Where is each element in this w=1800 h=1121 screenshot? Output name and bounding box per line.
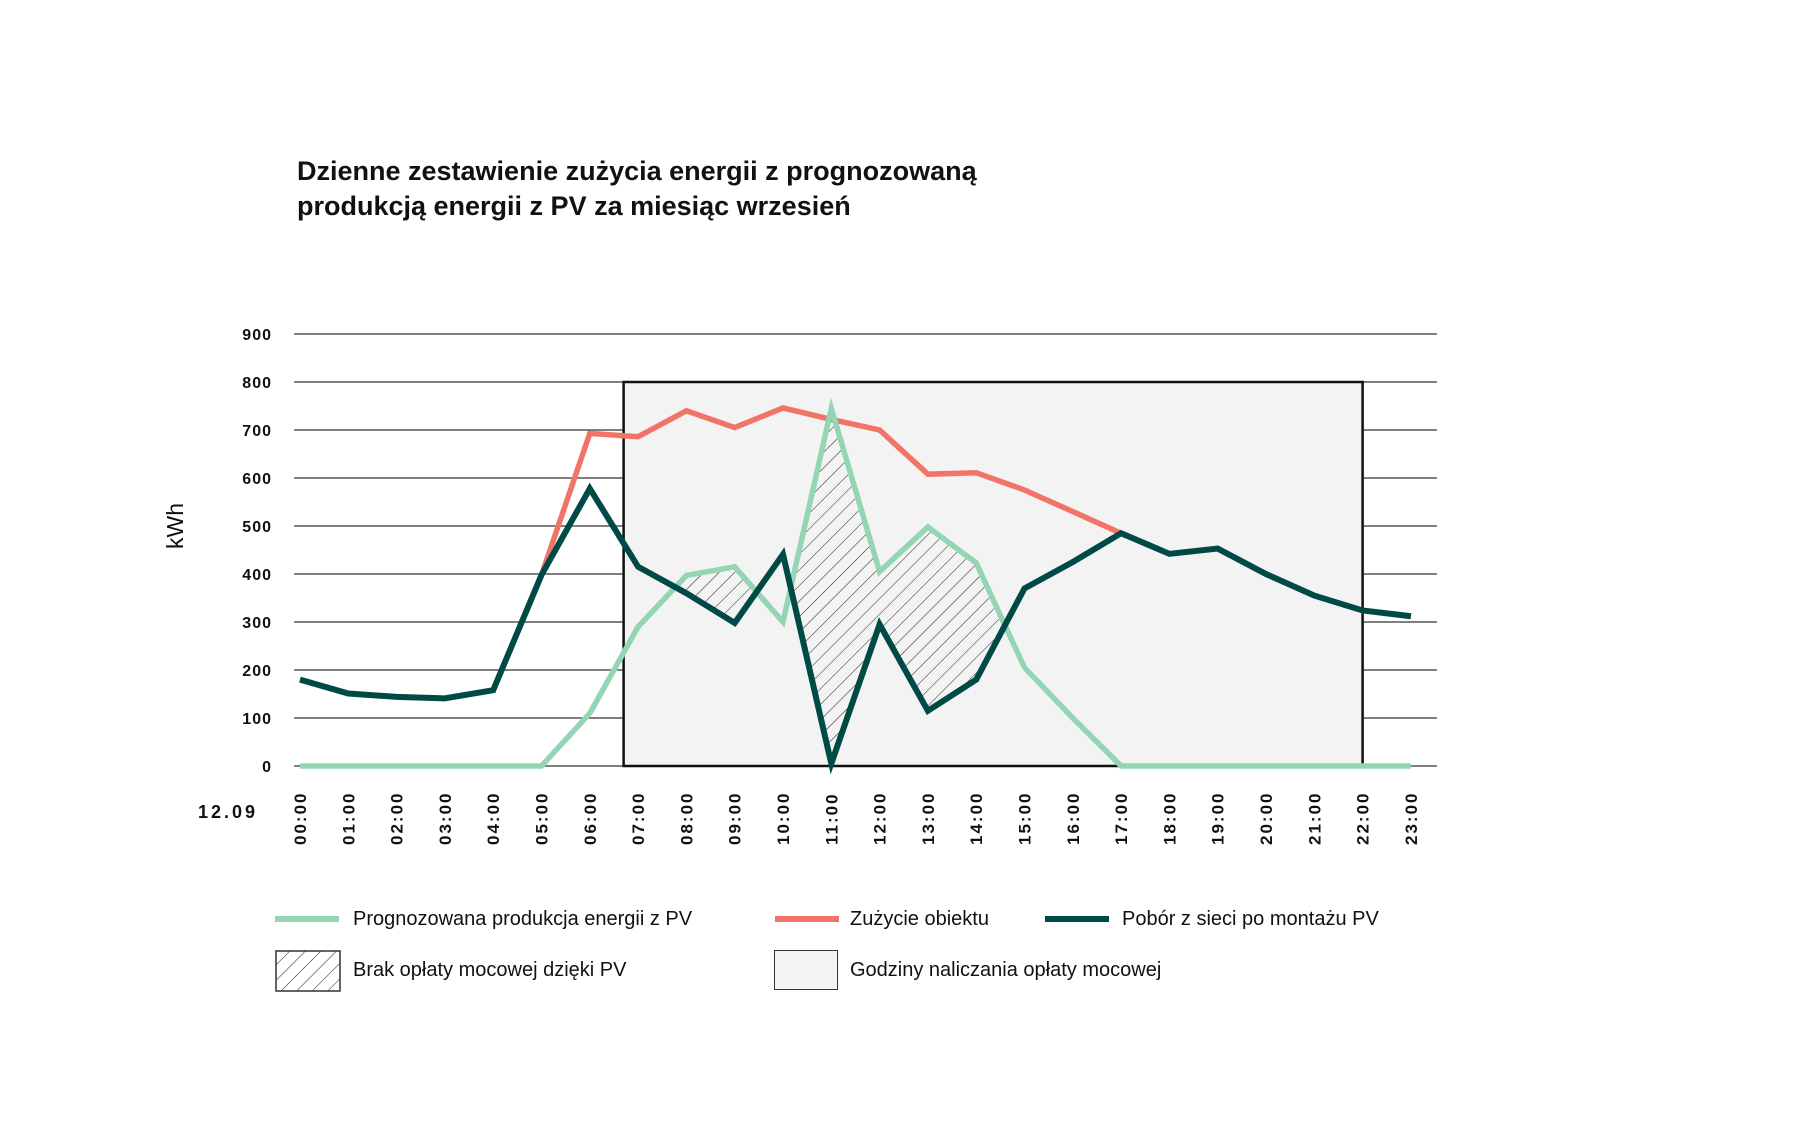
y-tick-label: 200 [242, 663, 272, 680]
x-tick-label: 16:00 [1064, 792, 1083, 845]
grid-draw-line [299, 482, 1412, 775]
legend-swatch-consumption [775, 916, 839, 922]
y-axis-label: kWh [162, 503, 188, 549]
y-tick-label: 700 [242, 423, 272, 440]
x-tick-label: 00:00 [291, 792, 310, 845]
x-tick-label: 14:00 [967, 792, 986, 845]
x-tick-label: 03:00 [436, 792, 455, 845]
legend-label-hatched: Brak opłaty mocowej dzięki PV [353, 959, 627, 981]
hatched-area [623, 408, 1363, 764]
x-tick-label: 18:00 [1160, 792, 1179, 845]
x-tick-label: 23:00 [1402, 792, 1421, 845]
y-tick-label: 800 [242, 375, 272, 392]
x-tick-label: 12:00 [871, 792, 890, 845]
x-tick-label: 19:00 [1209, 792, 1228, 845]
y-tick-label: 500 [242, 519, 272, 536]
legend-label-grid-draw: Pobór z sieci po montażu PV [1122, 908, 1379, 930]
legend-label-pv: Prognozowana produkcja energii z PV [353, 908, 693, 930]
x-tick-label: 04:00 [484, 792, 503, 845]
legend-swatch-pv [275, 916, 339, 922]
legend-swatch-grid-draw [1045, 916, 1109, 922]
x-tick-label: 06:00 [581, 792, 600, 845]
legend-label-band: Godziny naliczania opłaty mocowej [850, 959, 1162, 981]
chart-title: Dzienne zestawienie zużycia energii z pr… [297, 154, 977, 224]
y-tick-label: 400 [242, 567, 272, 584]
x-tick-label: 07:00 [629, 792, 648, 845]
x-tick-label: 13:00 [919, 792, 938, 845]
pv-line [300, 397, 1411, 769]
legend-swatch-band [774, 950, 838, 990]
x-tick-label: 11:00 [822, 792, 841, 845]
y-tick-label: 600 [242, 471, 272, 488]
chart-title-line-1: Dzienne zestawienie zużycia energii z pr… [297, 156, 977, 186]
legend-label-consumption: Zużycie obiektu [850, 908, 989, 930]
x-tick-label: 02:00 [388, 792, 407, 845]
y-tick-label: 300 [242, 615, 272, 632]
chart-title-line-2: produkcją energii z PV za miesiąc wrzesi… [297, 191, 851, 221]
x-tick-label: 20:00 [1257, 792, 1276, 845]
x-tick-label: 10:00 [774, 792, 793, 845]
legend-swatch-hatched [275, 950, 341, 992]
x-tick-label: 17:00 [1112, 792, 1131, 845]
x-tick-label: 21:00 [1305, 792, 1324, 845]
y-tick-label: 0 [262, 759, 272, 776]
date-label: 12.09 [198, 802, 258, 822]
x-tick-label: 08:00 [677, 792, 696, 845]
y-tick-label: 900 [242, 327, 272, 344]
x-tick-label: 09:00 [726, 792, 745, 845]
x-tick-label: 15:00 [1016, 792, 1035, 845]
y-tick-label: 100 [242, 711, 272, 728]
charging-hours-band [622, 380, 1364, 768]
x-tick-label: 22:00 [1354, 792, 1373, 845]
x-tick-label: 01:00 [339, 792, 358, 845]
x-tick-label: 05:00 [533, 792, 552, 845]
